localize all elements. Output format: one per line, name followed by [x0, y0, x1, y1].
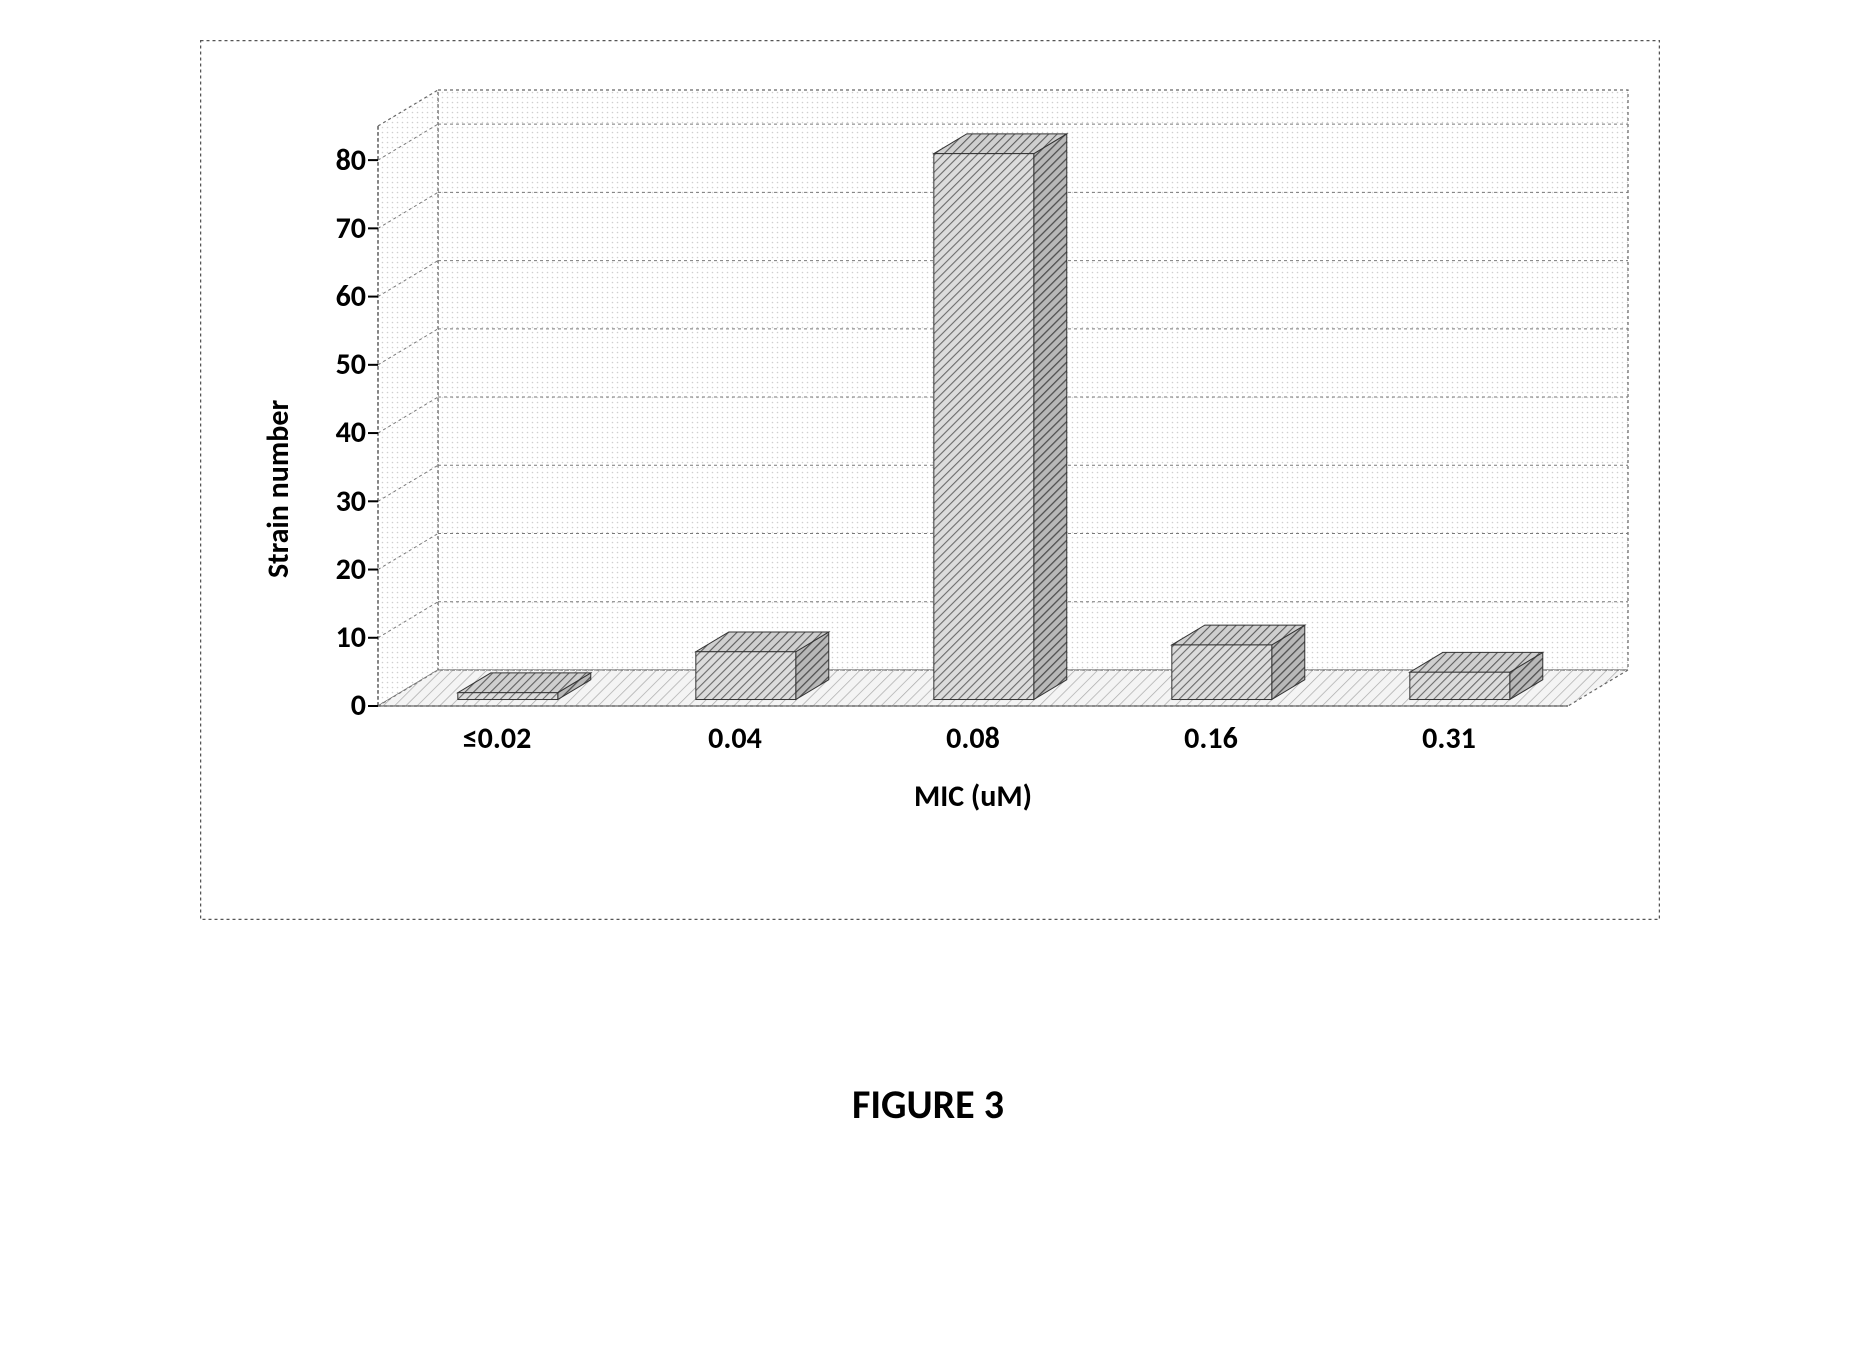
y-tick-label: 20: [306, 551, 366, 588]
side-wall: [378, 90, 438, 706]
bar-front: [1172, 645, 1272, 700]
page: Strain number MIC (uM) FIGURE 3 0 10 20 30 4…: [0, 0, 1856, 1364]
y-tick-label: 30: [306, 483, 366, 520]
y-tick-label: 50: [306, 346, 366, 383]
x-tick-label: 0.31: [1369, 720, 1529, 757]
bar-front: [458, 693, 558, 700]
y-tick-label: 0: [306, 687, 366, 724]
x-tick-label: 0.16: [1131, 720, 1291, 757]
bar-front: [1410, 672, 1510, 699]
y-tick-label: 10: [306, 619, 366, 656]
bar-front: [696, 652, 796, 700]
x-axis-label: MIC (uM): [823, 778, 1123, 815]
y-tick-label: 70: [306, 210, 366, 247]
y-tick-label: 80: [306, 142, 366, 179]
y-tick-label: 60: [306, 278, 366, 315]
figure-caption: FIGURE 3: [0, 1080, 1856, 1129]
x-tick-label: 0.04: [655, 720, 815, 757]
y-tick-label: 40: [306, 414, 366, 451]
bar-side: [1034, 134, 1067, 700]
x-tick-label: 0.08: [893, 720, 1053, 757]
bar-front: [934, 154, 1034, 700]
x-tick-label: ≤0.02: [417, 720, 577, 757]
y-axis-label: Strain number: [260, 400, 297, 578]
